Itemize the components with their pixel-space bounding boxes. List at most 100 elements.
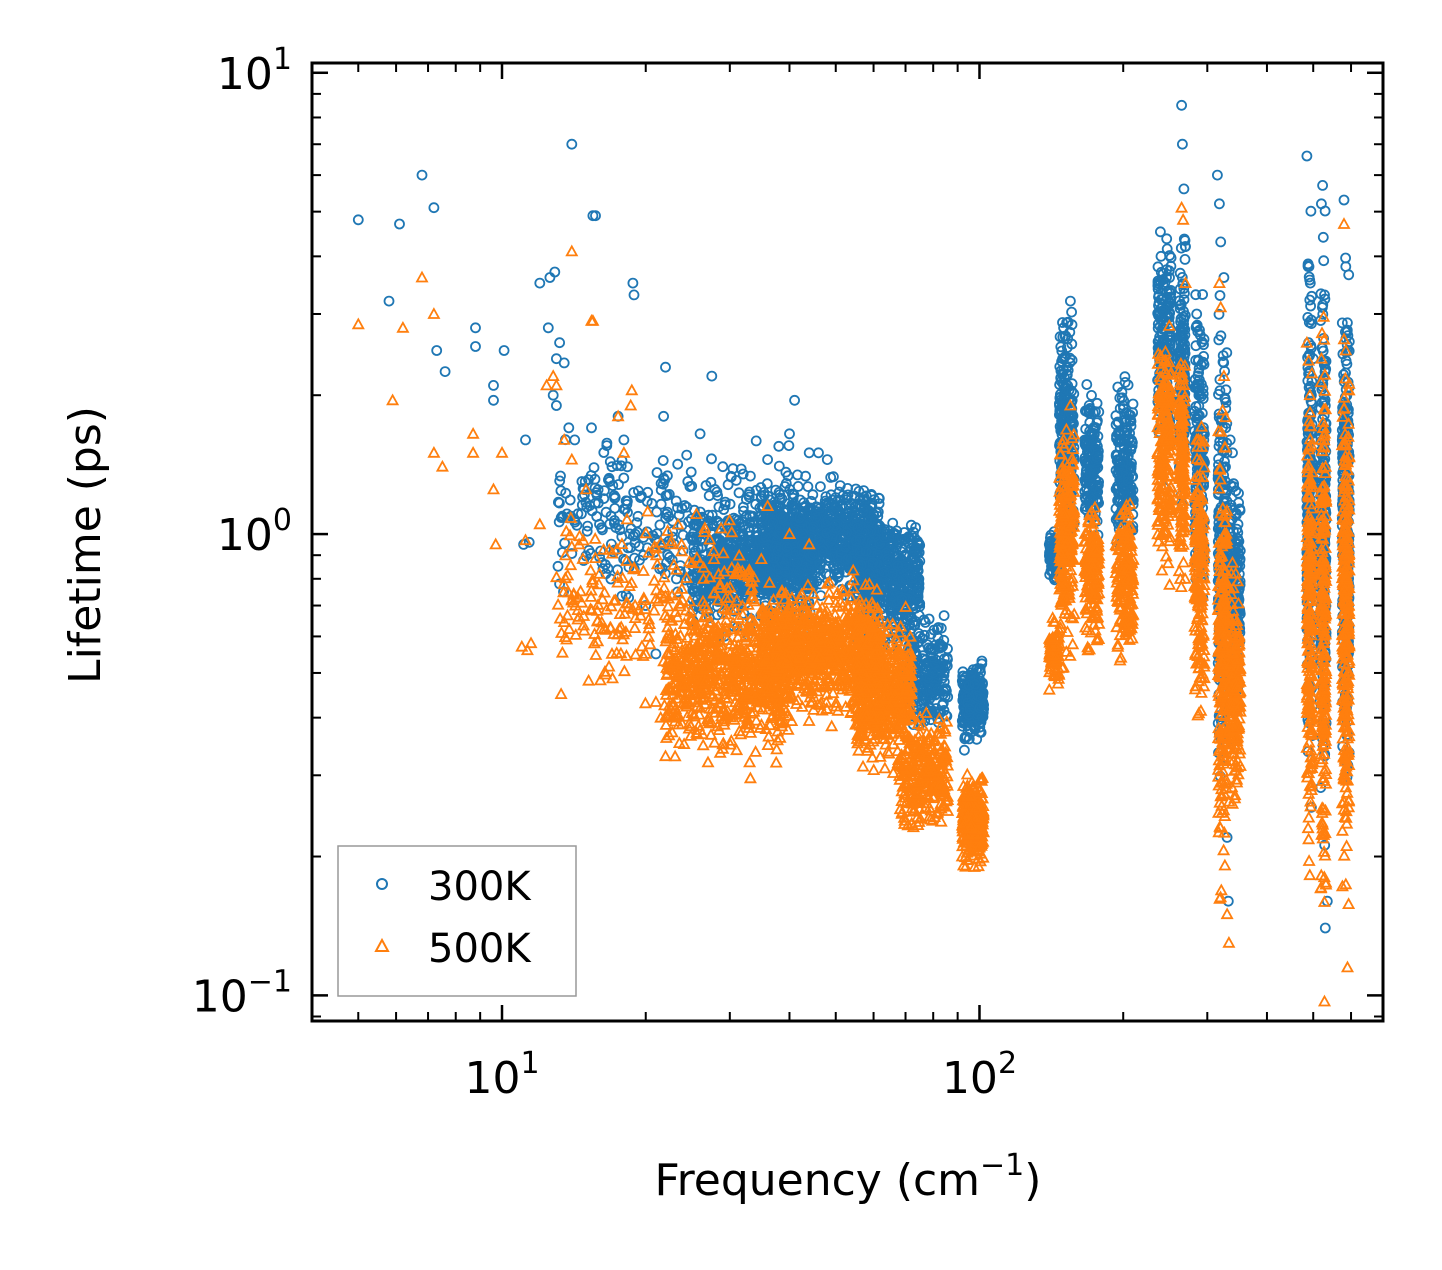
- point-300k: [688, 541, 700, 553]
- point-300k: [609, 517, 620, 529]
- point-300k: [631, 517, 643, 529]
- point-300k: [711, 486, 723, 498]
- point-300k: [745, 470, 756, 482]
- point-300k: [555, 470, 566, 482]
- point-300k: [663, 511, 675, 522]
- point-300k: [612, 564, 623, 576]
- point-300k: [620, 495, 632, 507]
- point-300k: [624, 528, 636, 540]
- point-300k: [657, 455, 669, 466]
- point-300k: [834, 480, 846, 492]
- point-300k: [634, 554, 645, 566]
- point-300k: [1161, 233, 1173, 245]
- point-300k: [773, 460, 785, 472]
- point-300k: [679, 500, 690, 511]
- point-300k: [641, 526, 653, 538]
- point-300k: [583, 474, 594, 486]
- point-300k: [713, 534, 724, 546]
- point-300k: [651, 528, 663, 540]
- point-300k: [741, 555, 753, 567]
- point-300k: [744, 510, 756, 521]
- point-300k: [1066, 306, 1077, 318]
- point-300k: [1119, 371, 1131, 383]
- point-300k: [764, 583, 775, 595]
- point-300k: [583, 544, 595, 556]
- point-300k: [1214, 290, 1226, 301]
- point-300k: [743, 535, 754, 547]
- point-300k: [703, 509, 714, 521]
- point-300k: [738, 501, 749, 513]
- point-300k: [651, 506, 663, 518]
- point-300k: [589, 482, 601, 494]
- point-300k: [622, 461, 633, 473]
- point-300k: [743, 548, 755, 560]
- point-300k: [724, 498, 736, 510]
- point-300k: [579, 489, 590, 501]
- point-300k: [719, 499, 731, 511]
- point-300k: [1081, 379, 1093, 390]
- point-300k: [598, 447, 610, 458]
- point-300k: [713, 501, 725, 513]
- point-300k: [604, 518, 616, 530]
- point-300k: [633, 540, 645, 552]
- point-300k: [725, 545, 737, 556]
- point-300k: [646, 498, 658, 509]
- point-300k: [725, 471, 737, 483]
- point-300k: [698, 579, 710, 591]
- point-300k: [743, 489, 755, 501]
- point-300k: [706, 453, 717, 465]
- point-300k: [1305, 205, 1317, 217]
- point-300k: [737, 528, 749, 539]
- point-300k: [555, 485, 567, 497]
- point-300k: [609, 492, 621, 504]
- point-300k: [1179, 253, 1191, 265]
- point-300k: [691, 520, 703, 532]
- point-300k: [676, 503, 688, 514]
- point-300k: [700, 480, 712, 491]
- point-300k: [750, 435, 762, 447]
- point-300k: [685, 466, 697, 478]
- point-300k: [553, 516, 565, 528]
- point-300k: [582, 520, 593, 532]
- point-300k: [887, 517, 899, 529]
- point-300k: [815, 481, 826, 493]
- point-300k: [677, 529, 689, 541]
- point-300k: [722, 550, 734, 561]
- point-300k: [681, 501, 693, 513]
- point-300k: [553, 496, 564, 508]
- point-300k: [1318, 255, 1330, 267]
- point-300k: [692, 585, 704, 597]
- point-300k: [580, 496, 592, 508]
- point-300k: [661, 556, 673, 568]
- point-300k: [616, 590, 628, 602]
- point-300k: [684, 481, 696, 493]
- point-300k: [938, 610, 950, 621]
- point-300k: [692, 542, 704, 554]
- point-300k: [802, 481, 814, 493]
- point-300k: [603, 474, 614, 486]
- point-300k: [783, 440, 795, 452]
- point-300k: [657, 478, 669, 490]
- point-300k: [569, 514, 581, 526]
- point-300k: [681, 449, 693, 461]
- point-300k: [655, 498, 667, 510]
- point-300k: [662, 506, 673, 518]
- point-300k: [703, 579, 715, 591]
- point-300k: [672, 458, 684, 470]
- point-300k: [618, 472, 630, 484]
- point-300k: [1127, 398, 1139, 410]
- point-300k: [699, 593, 710, 605]
- point-300k: [733, 487, 745, 499]
- point-300k: [663, 488, 675, 500]
- data-points: [351, 99, 1356, 1007]
- point-300k: [651, 467, 663, 478]
- point-300k: [554, 475, 566, 487]
- point-300k: [779, 481, 791, 492]
- point-300k: [761, 478, 773, 490]
- point-300k: [604, 456, 616, 468]
- point-300k: [576, 508, 587, 520]
- point-300k: [581, 525, 593, 537]
- point-300k: [670, 495, 682, 507]
- point-300k: [601, 437, 613, 449]
